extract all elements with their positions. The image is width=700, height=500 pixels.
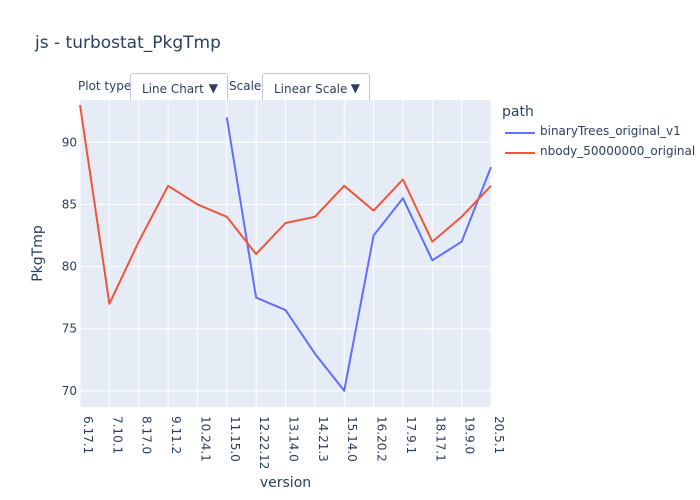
x-tick-label: 18.17.1 xyxy=(433,416,447,462)
y-tick-label: 90 xyxy=(62,135,77,149)
x-tick-label: 17.9.1 xyxy=(404,416,418,454)
y-tick-label: 75 xyxy=(62,322,77,336)
y-tick-label: 70 xyxy=(62,384,77,398)
x-tick-label: 9.11.2 xyxy=(169,416,183,454)
x-tick-label: 19.9.0 xyxy=(463,416,477,454)
x-tick-label: 11.15.0 xyxy=(228,416,242,462)
plot-type-value: Line Chart xyxy=(142,82,204,96)
triangle-down-icon: ▼ xyxy=(208,81,218,95)
x-tick-label: 15.14.0 xyxy=(345,416,359,462)
x-tick-label: 14.21.3 xyxy=(316,416,330,462)
scale-dropdown[interactable]: Linear Scale ▼ xyxy=(262,73,370,105)
scale-label: Scale: xyxy=(229,79,266,93)
scale-value: Linear Scale xyxy=(274,82,348,96)
triangle-down-icon: ▼ xyxy=(350,81,360,95)
legend-label: binaryTrees_original_v1 xyxy=(540,124,681,138)
x-tick-label: 8.17.0 xyxy=(140,416,154,454)
y-axis-title: PkgTmp xyxy=(30,225,46,282)
legend-swatch xyxy=(505,152,535,154)
x-tick-label: 10.24.1 xyxy=(198,416,212,462)
y-tick-label: 80 xyxy=(62,260,77,274)
series-line-binarytrees xyxy=(225,117,492,392)
legend-title: path xyxy=(502,104,534,120)
legend-label: nbody_50000000_original xyxy=(540,144,696,158)
series-line-nbody xyxy=(79,104,492,305)
x-tick-label: 7.10.1 xyxy=(110,416,124,454)
chart-title: js - turbostat_PkgTmp xyxy=(35,33,221,53)
x-tick-label: 16.20.2 xyxy=(375,416,389,462)
x-tick-label: 13.14.0 xyxy=(287,416,301,462)
x-axis-title: version xyxy=(260,475,311,491)
x-tick-label: 12.22.12 xyxy=(257,416,271,469)
legend-swatch xyxy=(505,132,535,134)
x-tick-label: 20.5.1 xyxy=(492,416,506,454)
y-tick-label: 85 xyxy=(62,197,77,211)
x-tick-label: 6.17.1 xyxy=(81,416,95,454)
plot-type-dropdown[interactable]: Line Chart ▼ xyxy=(130,73,228,105)
plot-type-label: Plot type: xyxy=(78,79,136,93)
